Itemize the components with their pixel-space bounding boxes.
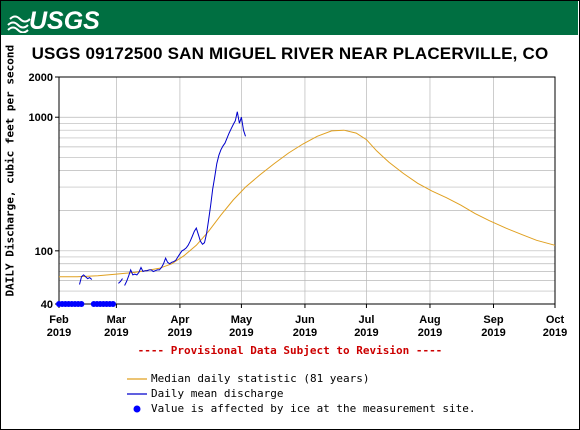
x-tick-month: Aug — [419, 314, 440, 326]
header-bar: USGS — [1, 1, 578, 35]
x-tick-month: Feb — [49, 314, 69, 326]
x-tick-year: 2019 — [104, 327, 128, 339]
x-tick-year: 2019 — [543, 327, 567, 339]
x-tick-year: 2019 — [229, 327, 253, 339]
ice-marker — [110, 301, 116, 307]
x-tick-month: Oct — [546, 314, 565, 326]
legend-ice-swatch — [133, 405, 141, 413]
legend-daily-label: Daily mean discharge — [151, 387, 284, 400]
x-tick-labels: Feb2019Mar2019Apr2019May2019Jun2019Jul20… — [47, 314, 567, 339]
legend-ice-label: Value is affected by ice at the measurem… — [151, 402, 476, 415]
x-tick-year: 2019 — [354, 327, 378, 339]
daily-line — [124, 111, 246, 286]
usgs-logo-text: USGS — [29, 7, 99, 33]
y-tick-label: 40 — [41, 299, 53, 311]
chart-title: USGS 09172500 SAN MIGUEL RIVER NEAR PLAC… — [31, 44, 549, 63]
daily-line — [79, 274, 93, 285]
y-axis-label: DAILY Discharge, cubic feet per second — [3, 44, 17, 297]
ice-markers — [56, 301, 116, 307]
x-tick-year: 2019 — [168, 327, 192, 339]
x-tick-month: May — [231, 314, 253, 326]
provisional-note: ---- Provisional Data Subject to Revisio… — [137, 344, 443, 357]
x-tick-month: Apr — [170, 314, 190, 326]
y-tick-labels: 40 100 1000 2000 — [29, 72, 53, 311]
daily-series — [79, 111, 246, 286]
x-tick-year: 2019 — [481, 327, 505, 339]
x-tick-month: Sep — [483, 314, 503, 326]
y-tick-label: 2000 — [29, 72, 53, 84]
x-tick-year: 2019 — [293, 327, 317, 339]
legend-median-label: Median daily statistic (81 years) — [151, 372, 370, 385]
x-tick-year: 2019 — [418, 327, 442, 339]
x-tick-month: Mar — [107, 314, 127, 326]
chart-grid — [58, 76, 556, 305]
ice-marker — [78, 301, 85, 307]
x-tick-month: Jul — [358, 314, 374, 326]
y-tick-label: 1000 — [29, 112, 53, 124]
daily-line — [118, 278, 123, 284]
y-tick-label: 100 — [35, 246, 53, 258]
median-series — [59, 129, 556, 278]
x-tick-year: 2019 — [47, 327, 71, 339]
median-line — [59, 129, 556, 278]
usgs-logo[interactable]: USGS — [7, 5, 99, 33]
x-tick-month: Jun — [295, 314, 315, 326]
plot-area — [58, 76, 556, 305]
